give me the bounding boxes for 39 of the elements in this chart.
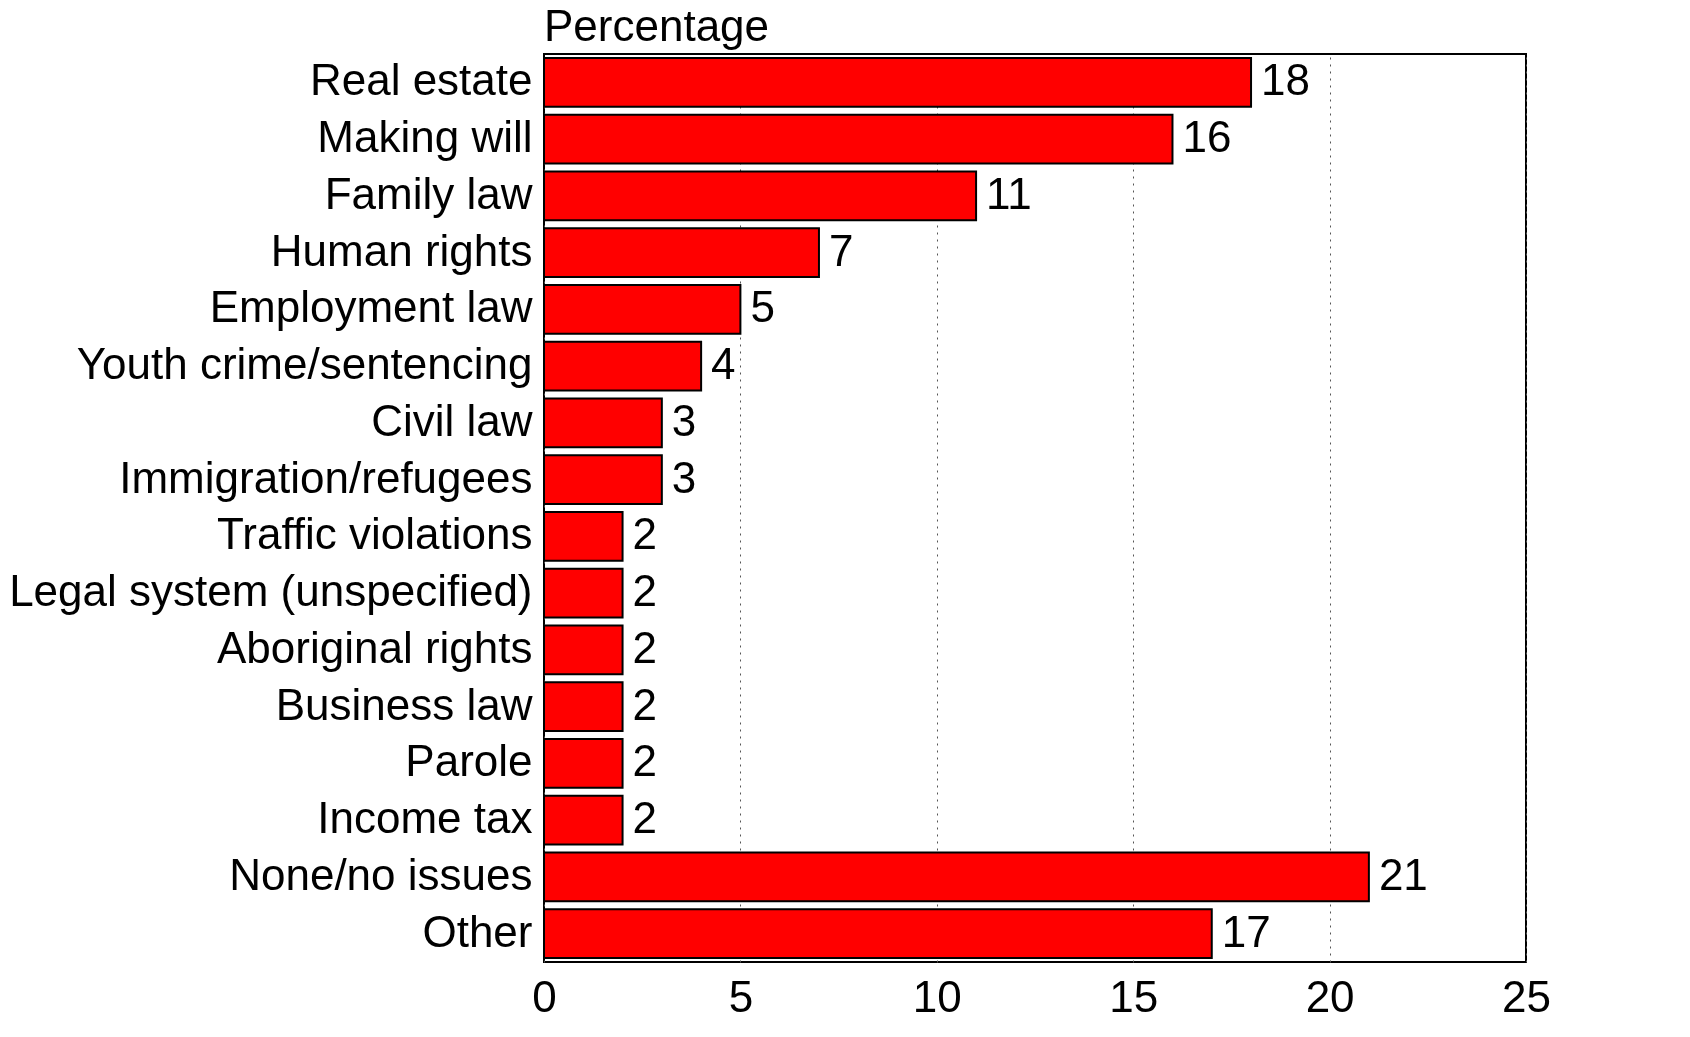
data-label: 7 [828,225,854,275]
data-label: 21 [1378,849,1428,899]
y-tick-label: Traffic violations [217,509,533,559]
y-tick-label: Other [422,906,533,956]
y-tick-label: Immigration/refugees [119,452,533,502]
y-tick-label: Youth crime/sentencing [76,339,533,389]
x-tick-label: 10 [912,971,962,1021]
y-tick-label: Making will [317,112,533,162]
data-label: 2 [632,622,658,672]
x-tick-label: 5 [728,971,754,1021]
y-tick-label: Family law [324,168,533,218]
data-label: 2 [632,509,658,559]
y-tick-label: Legal system (unspecified) [9,566,533,616]
data-label: 5 [750,282,775,332]
data-label: 17 [1221,906,1271,956]
y-tick-label: Civil law [371,395,533,445]
y-tick-label: Employment law [209,282,533,332]
data-label: 4 [711,339,736,389]
data-label: 2 [632,793,658,843]
data-label: 2 [632,679,658,729]
data-label: 3 [671,395,697,445]
x-tick-label: 15 [1109,971,1159,1021]
data-label: 3 [671,452,697,502]
data-label: 2 [632,566,658,616]
y-tick-label: Aboriginal rights [217,622,533,672]
y-tick-label: Income tax [317,793,533,843]
data-label: 11 [986,168,1032,218]
x-tick-label: 20 [1305,971,1355,1021]
data-label: 2 [632,736,658,786]
data-label: 18 [1261,55,1310,105]
x-tick-label: 0 [532,971,557,1021]
y-tick-label: Real estate [309,55,533,105]
y-tick-label: Parole [405,736,533,786]
y-tick-label: None/no issues [229,849,533,899]
data-label: 16 [1182,112,1232,162]
x-axis-title: Percentage [544,1,770,50]
y-tick-label: Human rights [270,225,533,275]
x-tick-label: 25 [1502,971,1551,1021]
y-tick-label: Business law [275,679,533,729]
